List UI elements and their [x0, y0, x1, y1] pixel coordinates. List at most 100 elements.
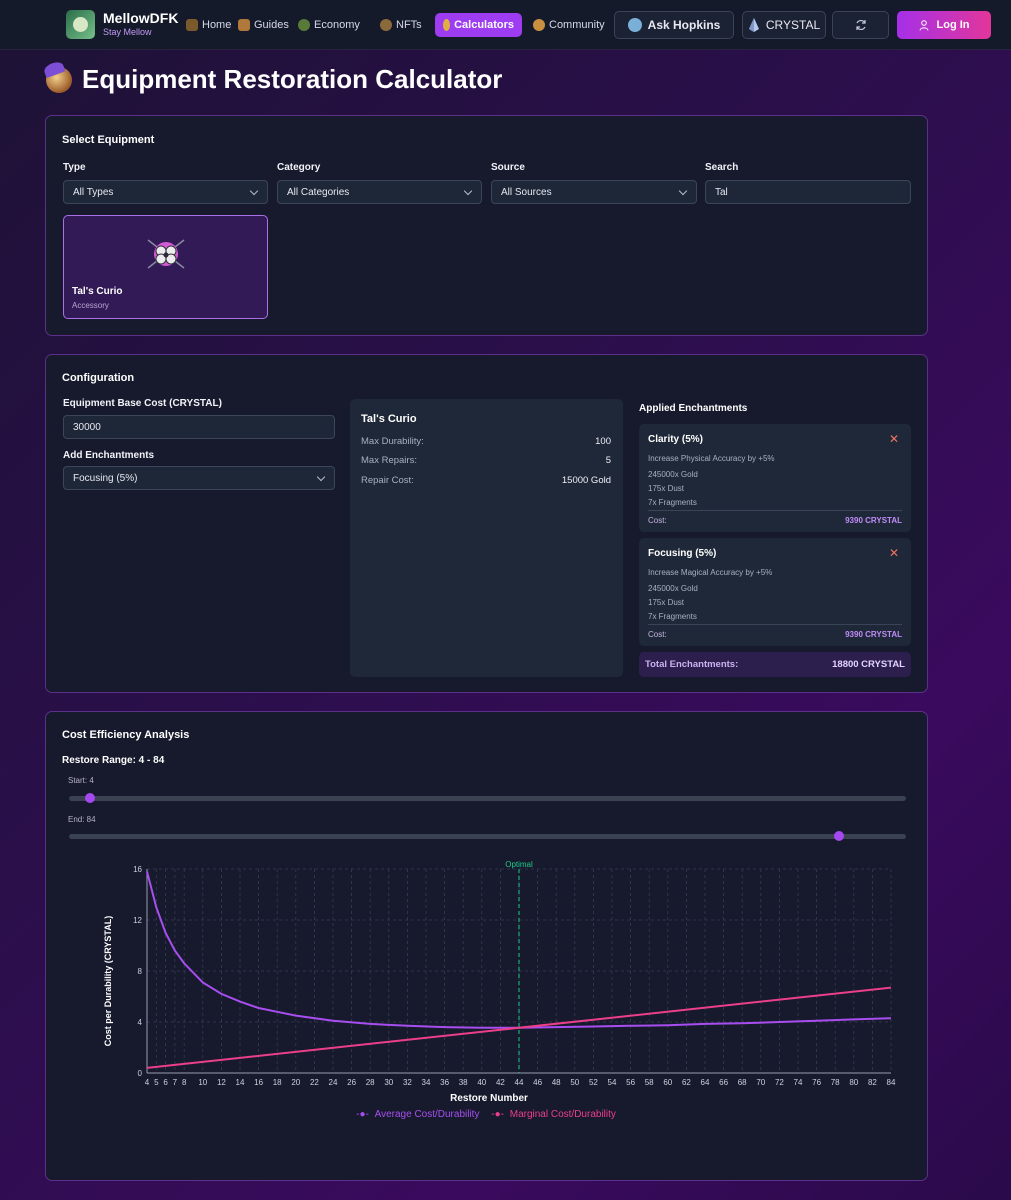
remove-enchantment-button[interactable]: ✕ [888, 432, 899, 446]
info-value: 15000 Gold [561, 475, 611, 486]
x-tick-label: 8 [182, 1078, 187, 1087]
x-tick-label: 62 [682, 1078, 691, 1087]
info-key: Repair Cost: [361, 475, 414, 486]
x-tick-label: 84 [887, 1078, 896, 1087]
x-tick-label: 40 [477, 1078, 486, 1087]
legend-average[interactable]: -●- Average Cost/Durability [356, 1109, 480, 1120]
x-tick-label: 36 [440, 1078, 449, 1087]
ask-hopkins-label: Ask Hopkins [647, 18, 721, 32]
base-cost-value: 30000 [73, 421, 101, 433]
refresh-button[interactable] [832, 11, 889, 39]
info-key: Max Durability: [361, 436, 424, 447]
search-input[interactable]: Tal [705, 180, 911, 204]
x-tick-label: 58 [645, 1078, 654, 1087]
enchantment-gold: 245000x Gold [648, 584, 698, 593]
x-tick-label: 50 [570, 1078, 579, 1087]
enchantment-gold: 245000x Gold [648, 470, 698, 479]
nav-label: Economy [314, 19, 360, 31]
cost-label: Cost: [648, 630, 667, 639]
source-select[interactable]: All Sources [491, 180, 697, 204]
x-tick-label: 70 [756, 1078, 765, 1087]
nav-item-home[interactable]: Home [186, 13, 231, 37]
info-value: 5 [605, 455, 611, 466]
x-tick-label: 16 [254, 1078, 263, 1087]
x-tick-label: 4 [145, 1078, 150, 1087]
optimal-label: Optimal [505, 860, 533, 869]
x-tick-label: 12 [217, 1078, 226, 1087]
legend-marginal[interactable]: -●- Marginal Cost/Durability [491, 1109, 616, 1120]
start-slider[interactable] [69, 793, 906, 803]
nav-label: Calculators [454, 19, 514, 31]
chevron-down-icon [678, 186, 688, 196]
search-input-value: Tal [715, 186, 728, 198]
ask-hopkins-button[interactable]: Ask Hopkins [614, 11, 734, 39]
x-tick-label: 38 [459, 1078, 468, 1087]
type-label: Type [63, 162, 86, 173]
brand-tagline: Stay Mellow [103, 27, 152, 37]
x-tick-label: 20 [291, 1078, 300, 1087]
hopkins-avatar-icon [627, 18, 642, 32]
type-select-value: All Types [73, 186, 114, 198]
brand-logo-icon [66, 10, 95, 39]
restore-range-label: Restore Range: 4 - 84 [62, 755, 165, 766]
y-axis-label: Cost per Durability (CRYSTAL) [103, 916, 113, 1047]
x-tick-label: 26 [347, 1078, 356, 1087]
page-title-text: Equipment Restoration Calculator [82, 64, 503, 94]
equipment-result-card[interactable]: Tal's Curio Accessory [63, 215, 268, 319]
nav-item-guides[interactable]: Guides [238, 13, 289, 37]
y-tick-label: 0 [138, 1069, 143, 1078]
end-slider[interactable] [69, 831, 906, 841]
brand[interactable]: MellowDFK Stay Mellow [66, 10, 178, 39]
y-tick-label: 8 [138, 967, 143, 976]
x-tick-label: 78 [831, 1078, 840, 1087]
category-select-value: All Categories [287, 186, 350, 198]
nav-item-calculators[interactable]: Calculators [435, 13, 522, 37]
nav-label: Guides [254, 19, 289, 31]
type-select[interactable]: All Types [63, 180, 268, 204]
x-tick-label: 18 [273, 1078, 282, 1087]
nav-label: Community [549, 19, 605, 31]
add-enchantments-label: Add Enchantments [63, 450, 155, 461]
coin-icon [298, 19, 310, 31]
crystal-label: CRYSTAL [765, 18, 821, 32]
enchantment-desc: Increase Magical Accuracy by +5% [648, 568, 773, 577]
nav-item-nfts[interactable]: NFTs [380, 13, 422, 37]
crystal-button[interactable]: CRYSTAL [742, 11, 826, 39]
applied-enchantments-title: Applied Enchantments [639, 403, 748, 414]
legend-marginal-label: Marginal Cost/Durability [509, 1109, 616, 1120]
x-tick-label: 34 [422, 1078, 431, 1087]
select-equipment-title: Select Equipment [62, 134, 155, 146]
x-axis-label: Restore Number [450, 1093, 528, 1104]
chevron-down-icon [463, 186, 473, 196]
x-tick-label: 66 [719, 1078, 728, 1087]
home-icon [186, 19, 198, 31]
enchantment-dust: 175x Dust [648, 598, 685, 607]
x-tick-label: 56 [626, 1078, 635, 1087]
y-tick-label: 4 [138, 1018, 143, 1027]
x-tick-label: 60 [663, 1078, 672, 1087]
book-icon [238, 19, 250, 31]
base-cost-input[interactable]: 30000 [63, 415, 335, 439]
x-tick-label: 6 [163, 1078, 168, 1087]
add-enchantment-select[interactable]: Focusing (5%) [63, 466, 335, 490]
login-label: Log In [936, 19, 970, 31]
category-select[interactable]: All Categories [277, 180, 482, 204]
login-button[interactable]: Log In [897, 11, 991, 39]
nav-item-community[interactable]: Community [533, 13, 605, 37]
end-slider-thumb[interactable] [833, 831, 844, 841]
start-slider-thumb[interactable] [85, 793, 95, 803]
total-label: Total Enchantments: [645, 659, 739, 670]
x-tick-label: 42 [496, 1078, 505, 1087]
info-row-durability: Max Durability: 100 [361, 436, 611, 447]
total-value: 18800 CRYSTAL [832, 659, 905, 670]
nav-item-economy[interactable]: Economy [298, 13, 360, 37]
category-label: Category [277, 162, 321, 173]
x-tick-label: 72 [775, 1078, 784, 1087]
enchantment-desc: Increase Physical Accuracy by +5% [648, 454, 775, 463]
remove-enchantment-button[interactable]: ✕ [888, 546, 899, 560]
enchantment-card: Clarity (5%) ✕ Increase Physical Accurac… [639, 424, 911, 532]
x-tick-label: 30 [384, 1078, 393, 1087]
equipment-type: Accessory [72, 301, 109, 310]
calculator-icon [443, 19, 451, 31]
add-enchantment-value: Focusing (5%) [73, 472, 138, 484]
